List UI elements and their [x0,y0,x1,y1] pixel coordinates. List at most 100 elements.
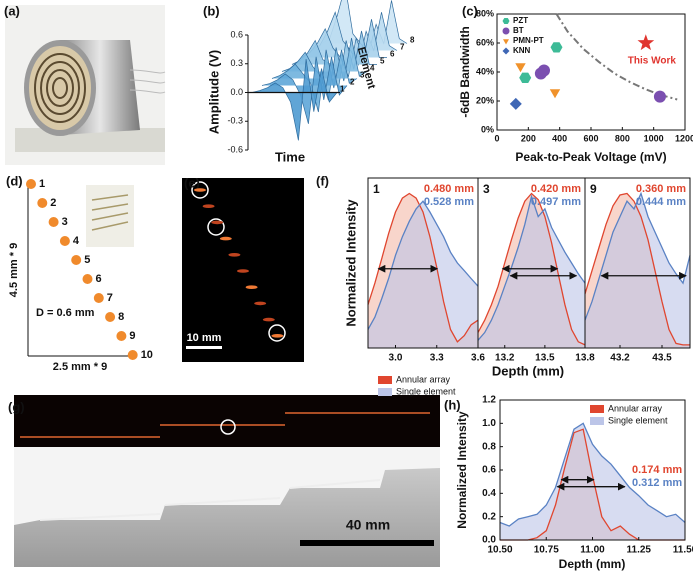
element-dot [105,312,116,322]
x-tick-label: 400 [552,133,567,143]
element-dot [116,331,127,341]
element-number: 7 [107,292,113,304]
element-dot [71,255,82,265]
array-layout [27,182,134,357]
panel-label: (g) [8,399,25,414]
y-tick-label: 0.6 [482,465,496,476]
annotation: This Work [628,56,677,67]
fwhm-value: 0.444 mm [636,196,686,208]
focus-spot [237,269,249,273]
curve [499,422,686,527]
element-label: 7 [400,43,405,52]
legend-label: BT [513,26,524,35]
fwhm-value: 0.360 mm [636,183,686,195]
diameter-label: D = 0.6 mm [36,307,95,319]
scatter-point [549,89,561,99]
scatter-point [515,63,526,73]
y-tick-label: 0.3 [230,58,243,68]
scatter-point [653,90,666,103]
fwhm-value: 0.312 mm [632,477,682,489]
subplot-label: 1 [373,182,380,196]
legend-swatch [590,405,604,413]
curve [477,194,586,341]
element-number: 1 [39,178,45,190]
element-dot [93,293,104,303]
y-tick-label: 0.0 [230,87,243,97]
element-label: 3 [360,71,365,80]
y-tick-label: 40% [476,66,494,76]
plot-frame [584,177,691,349]
panel-label: (h) [444,397,461,412]
scatter-point [509,97,522,110]
y-tick-label: 0% [481,124,494,134]
legend-swatch [590,417,604,425]
focus-spot [202,204,215,208]
panel-label: (d) [6,173,23,188]
panel-label: (f) [316,173,329,188]
curve [367,200,479,330]
x-tick-label: 1200 [675,133,693,143]
element-number: 6 [96,273,102,285]
y-tick-label: -0.3 [227,116,243,126]
y-axis-label: Normalized Intensity [455,411,469,529]
x-tick-label: 10.75 [534,545,559,556]
y-tick-label: 0.0 [482,535,496,546]
element-label: 4 [370,64,375,73]
fwhm-value: 0.480 mm [424,183,474,195]
subplot-label: 9 [590,182,597,196]
plot-frame [496,13,686,131]
y-tick-label: 0.4 [482,488,496,499]
scatter-point [637,34,655,51]
fwhm-value: 0.420 mm [531,183,581,195]
scatter-point [538,64,550,77]
focus-spot [194,188,206,192]
element-dot [127,350,138,360]
y-axis-label: -6dB Bandwidth [458,26,472,117]
curve [584,192,690,346]
element-label: 6 [390,50,395,59]
focus-spot [228,253,241,257]
legend-label: Single element [608,415,668,425]
x-tick-label: 11.50 [673,545,693,556]
x-tick-label: 13.8 [575,353,595,364]
element-dot [37,198,48,208]
element-number: 10 [141,349,153,361]
y-tick-label: 20% [476,95,494,105]
legend-marker [502,27,510,35]
legend-label: Annular array [608,403,663,413]
dimension-label: 4.5 mm * 9 [8,243,20,297]
scale-label: 10 mm [187,332,222,344]
x-tick-label: 800 [615,133,630,143]
x-axis-label: Peak-to-Peak Voltage (mV) [515,150,666,164]
y-tick-label: 1.0 [482,418,496,429]
panel-label: (b) [203,3,220,18]
dimension-label: 2.5 mm * 9 [53,361,107,373]
fwhm-value: 0.497 mm [531,196,581,208]
x-tick-label: 43.5 [652,353,672,364]
legend-marker [502,47,510,55]
element-number: 4 [73,235,80,247]
area-fill [368,201,478,348]
waveform [251,58,338,141]
x-tick-label: 200 [521,133,536,143]
focus-spot [271,334,284,338]
element-number: 8 [118,311,124,323]
y-tick-label: 1.2 [482,395,496,406]
element-dot [59,236,70,246]
x-tick-label: 1000 [644,133,664,143]
curve [477,192,586,346]
panel-label: (e) [184,175,200,190]
x-tick-label: 600 [583,133,598,143]
area-fill [478,196,585,348]
focus-spot [211,220,224,225]
legend-label: Single element [396,386,456,396]
transducer-photo [5,5,166,165]
element-label: 2 [350,78,355,87]
element-number: 5 [84,254,90,266]
legend-marker [502,18,510,24]
x-tick-label: 0 [494,133,499,143]
legend-marker [503,39,509,45]
y-tick-label: 0.8 [482,441,496,452]
focus-spot [262,317,275,322]
